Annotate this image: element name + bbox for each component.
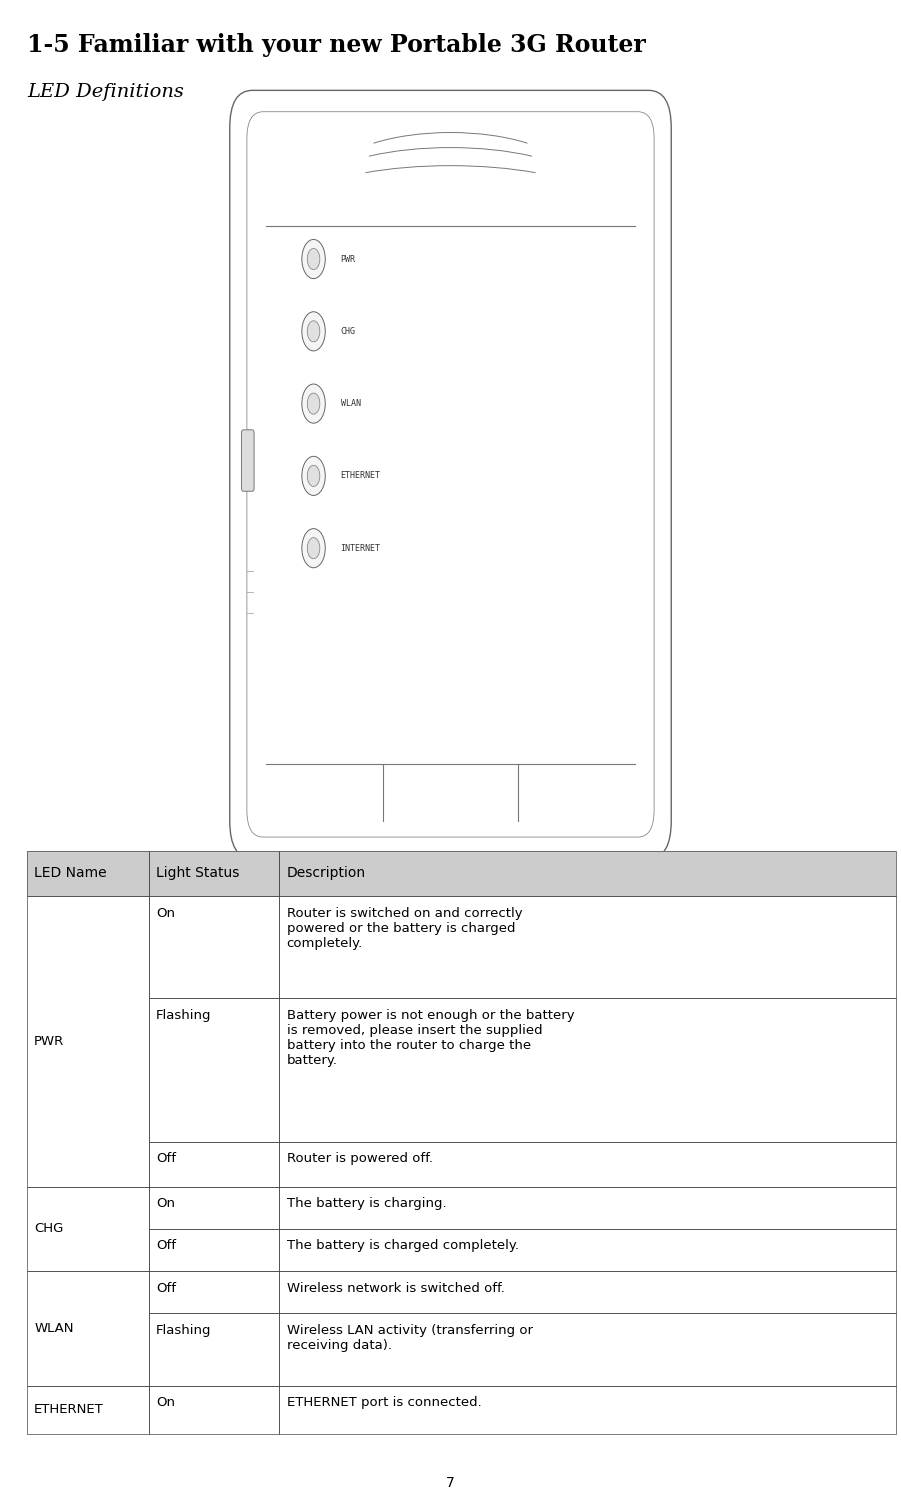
Bar bbox=[149, 896, 279, 998]
Text: 1-5 Familiar with your new Portable 3G Router: 1-5 Familiar with your new Portable 3G R… bbox=[27, 33, 646, 57]
Circle shape bbox=[302, 529, 325, 568]
Bar bbox=[279, 1187, 896, 1229]
Text: LED Definitions: LED Definitions bbox=[27, 83, 184, 101]
Text: Battery power is not enough or the battery
is removed, please insert the supplie: Battery power is not enough or the batte… bbox=[287, 1009, 574, 1068]
Bar bbox=[279, 1187, 896, 1229]
Text: Router is switched on and correctly
powered or the battery is charged
completely: Router is switched on and correctly powe… bbox=[287, 907, 523, 950]
Circle shape bbox=[307, 248, 320, 270]
Bar bbox=[149, 1386, 279, 1434]
Text: CHG: CHG bbox=[341, 327, 356, 336]
Bar bbox=[279, 851, 896, 896]
Bar bbox=[149, 1229, 279, 1271]
Circle shape bbox=[302, 312, 325, 351]
Text: Description: Description bbox=[287, 866, 366, 881]
Bar bbox=[279, 1142, 896, 1187]
Bar bbox=[149, 1187, 279, 1229]
Bar bbox=[149, 1271, 279, 1313]
Bar bbox=[149, 1142, 279, 1187]
Bar bbox=[27, 1386, 149, 1434]
Circle shape bbox=[307, 321, 320, 342]
Text: On: On bbox=[156, 907, 175, 920]
Bar bbox=[279, 1313, 896, 1386]
Text: Wireless network is switched off.: Wireless network is switched off. bbox=[287, 1282, 505, 1295]
Bar bbox=[279, 1229, 896, 1271]
Text: ETHERNET port is connected.: ETHERNET port is connected. bbox=[287, 1396, 481, 1410]
Text: 7: 7 bbox=[446, 1476, 455, 1491]
Text: PWR: PWR bbox=[341, 255, 356, 264]
Bar bbox=[279, 896, 896, 998]
Circle shape bbox=[302, 384, 325, 423]
Text: ETHERNET: ETHERNET bbox=[34, 1404, 104, 1416]
Bar bbox=[149, 1271, 279, 1313]
Text: LED Name: LED Name bbox=[34, 866, 107, 881]
Text: The battery is charging.: The battery is charging. bbox=[287, 1197, 446, 1211]
Circle shape bbox=[307, 465, 320, 486]
Bar bbox=[27, 896, 149, 1187]
Bar bbox=[149, 1187, 279, 1229]
Text: Wireless LAN activity (transferring or
receiving data).: Wireless LAN activity (transferring or r… bbox=[287, 1324, 532, 1352]
Text: Off: Off bbox=[156, 1152, 176, 1166]
Bar bbox=[279, 896, 896, 998]
Circle shape bbox=[302, 456, 325, 495]
Bar bbox=[279, 1142, 896, 1187]
FancyBboxPatch shape bbox=[230, 90, 671, 858]
Bar bbox=[279, 851, 896, 896]
Text: Light Status: Light Status bbox=[156, 866, 240, 881]
Text: PWR: PWR bbox=[34, 1035, 65, 1048]
Text: WLAN: WLAN bbox=[34, 1322, 74, 1334]
Text: On: On bbox=[156, 1197, 175, 1211]
Bar bbox=[27, 1386, 149, 1434]
Text: CHG: CHG bbox=[34, 1223, 64, 1235]
Bar bbox=[27, 1187, 149, 1271]
Bar bbox=[279, 998, 896, 1142]
Text: ETHERNET: ETHERNET bbox=[341, 471, 380, 480]
Bar bbox=[149, 1142, 279, 1187]
Bar bbox=[149, 851, 279, 896]
Bar bbox=[27, 851, 149, 896]
Bar bbox=[149, 1313, 279, 1386]
Text: Flashing: Flashing bbox=[156, 1324, 212, 1337]
Bar bbox=[27, 1271, 149, 1386]
Bar bbox=[149, 1313, 279, 1386]
Bar bbox=[149, 998, 279, 1142]
Text: On: On bbox=[156, 1396, 175, 1410]
Bar bbox=[279, 1313, 896, 1386]
Bar bbox=[279, 1271, 896, 1313]
Bar bbox=[149, 1386, 279, 1434]
Bar bbox=[149, 851, 279, 896]
Circle shape bbox=[307, 393, 320, 414]
Bar bbox=[279, 1386, 896, 1434]
Text: Off: Off bbox=[156, 1239, 176, 1253]
Bar bbox=[27, 851, 149, 896]
Bar bbox=[149, 998, 279, 1142]
Bar bbox=[279, 1271, 896, 1313]
Circle shape bbox=[302, 239, 325, 279]
Text: WLAN: WLAN bbox=[341, 399, 360, 408]
Bar bbox=[27, 896, 149, 1187]
Text: The battery is charged completely.: The battery is charged completely. bbox=[287, 1239, 518, 1253]
Text: Flashing: Flashing bbox=[156, 1009, 212, 1023]
Bar bbox=[149, 896, 279, 998]
Text: Router is powered off.: Router is powered off. bbox=[287, 1152, 432, 1166]
Circle shape bbox=[307, 538, 320, 559]
Bar bbox=[27, 1187, 149, 1271]
Bar bbox=[149, 1229, 279, 1271]
Bar bbox=[279, 1229, 896, 1271]
Bar bbox=[279, 998, 896, 1142]
FancyBboxPatch shape bbox=[241, 429, 254, 491]
Text: Off: Off bbox=[156, 1282, 176, 1295]
Text: INTERNET: INTERNET bbox=[341, 544, 380, 553]
Bar bbox=[27, 1271, 149, 1386]
Bar bbox=[279, 1386, 896, 1434]
